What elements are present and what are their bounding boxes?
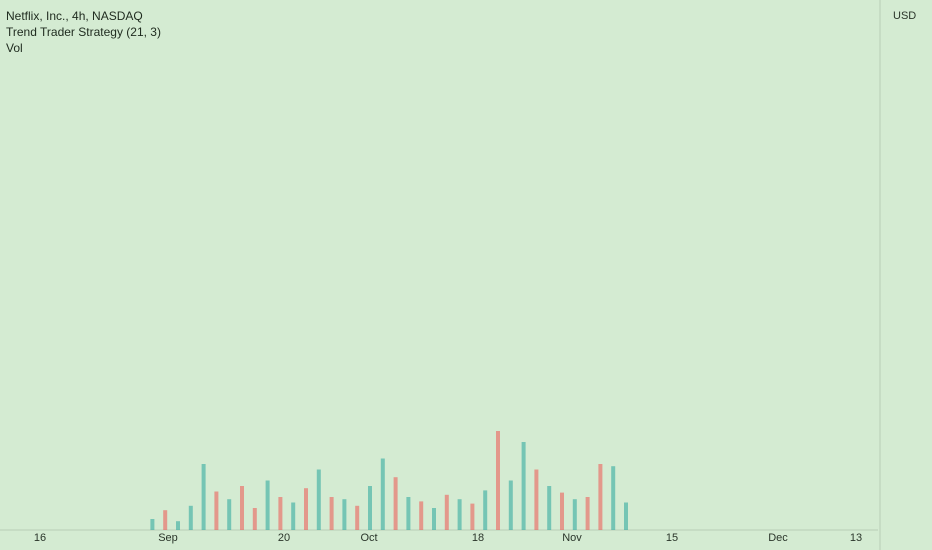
x-tick-label: 15 <box>666 532 678 544</box>
x-tick-label: 18 <box>472 532 484 544</box>
volume-bar <box>150 519 155 530</box>
x-tick-label: 16 <box>34 532 46 544</box>
volume-bar <box>521 442 526 530</box>
volume-bar <box>329 497 334 530</box>
volume-bar <box>419 501 424 530</box>
volume-bar <box>214 491 219 530</box>
volume-bar <box>380 458 385 530</box>
volume-bar <box>457 499 462 530</box>
volume-bar <box>355 505 360 530</box>
volume-bar <box>393 477 398 530</box>
volume-bar <box>316 469 321 530</box>
volume-bar <box>304 488 308 530</box>
volume-bar <box>227 499 232 530</box>
volume-bar <box>560 492 564 530</box>
volume-bar <box>201 464 206 530</box>
volume-bar <box>611 466 616 530</box>
volume-bar <box>265 480 270 530</box>
volume-bar <box>508 480 513 530</box>
x-tick-label: Dec <box>768 532 788 544</box>
x-tick-label: 20 <box>278 532 290 544</box>
volume-bar <box>534 469 539 530</box>
volume-bar <box>291 502 296 530</box>
volume-bar <box>342 499 347 530</box>
x-tick-label: Nov <box>562 532 582 544</box>
volume-bar <box>176 521 180 530</box>
volume-bar <box>496 431 500 530</box>
currency-label: USD <box>893 10 916 22</box>
x-tick-label: Sep <box>158 532 178 544</box>
volume-bar <box>163 510 168 530</box>
volume-bar <box>547 486 552 530</box>
chart-legend: Netflix, Inc., 4h, NASDAQ Trend Trader S… <box>6 8 161 56</box>
volume-bar <box>432 508 436 530</box>
volume-bar <box>470 503 475 530</box>
volume-bar <box>406 497 411 530</box>
volume-bar <box>240 486 244 530</box>
volume-bar <box>585 497 590 530</box>
volume-bar <box>444 494 449 530</box>
symbol-title[interactable]: Netflix, Inc., 4h, NASDAQ <box>6 9 143 23</box>
volume-label[interactable]: Vol <box>6 41 23 55</box>
volume-bar <box>188 505 193 530</box>
indicator-label[interactable]: Trend Trader Strategy (21, 3) <box>6 25 161 39</box>
volume-bar <box>252 508 257 530</box>
volume-bar <box>572 499 577 530</box>
volume-bar <box>624 502 628 530</box>
volume-bar <box>598 464 603 530</box>
volume-bar <box>483 490 488 530</box>
x-tick-label: Oct <box>360 532 377 544</box>
volume-bar <box>278 497 283 530</box>
volume-bar <box>368 486 372 530</box>
x-tick-label: 13 <box>850 532 862 544</box>
